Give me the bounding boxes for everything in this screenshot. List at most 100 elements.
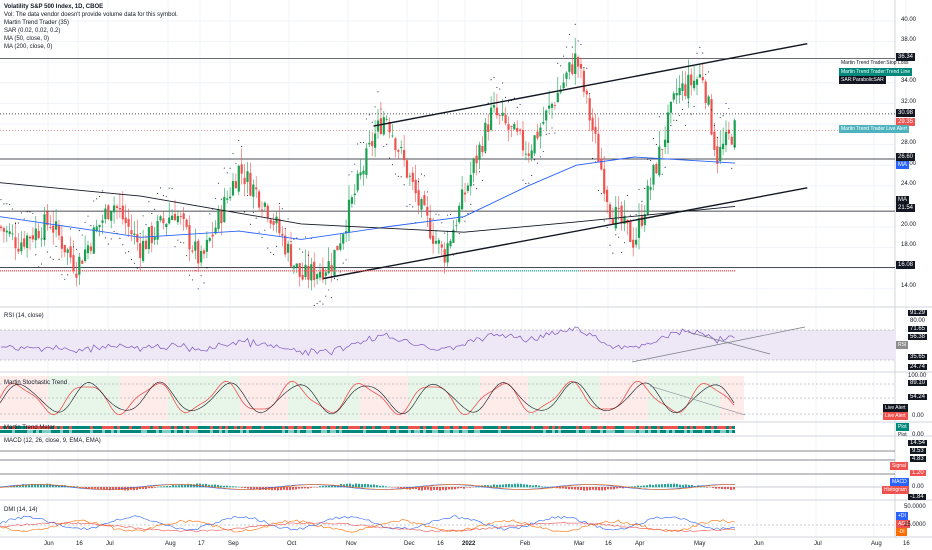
meter-cell — [315, 430, 318, 433]
trend-line-dot — [602, 270, 604, 272]
meter-cell — [138, 430, 141, 433]
candle-body — [353, 193, 356, 196]
meter-cell — [27, 430, 30, 433]
macd-histogram-bar — [655, 484, 657, 488]
symbol-title[interactable]: Volatility S&P 500 Index, 1D, CBOE — [4, 4, 104, 10]
macd-histogram-bar — [235, 486, 237, 488]
meter-cell — [555, 430, 558, 433]
sar-dot — [304, 236, 307, 238]
trend-line-dot — [36, 270, 38, 272]
candle-body — [713, 131, 716, 150]
meter-cell — [720, 430, 723, 433]
sar-dot — [603, 220, 605, 222]
meter-cell — [114, 426, 117, 429]
macd-pane[interactable] — [0, 450, 895, 491]
macd-histogram-bar — [226, 485, 228, 488]
meter-cell — [573, 426, 576, 429]
macd-tick: 4.83 — [910, 456, 926, 462]
meter-cell — [711, 430, 714, 433]
macd-histogram-bar — [523, 484, 525, 488]
sar-dot — [731, 167, 733, 169]
meter-cell — [450, 426, 453, 429]
trend-line-dot — [366, 270, 368, 272]
macd-histogram-bar — [442, 487, 444, 490]
indicator-sar[interactable]: SAR (0.02, 0.02, 0.2) — [4, 28, 61, 34]
macd-histogram-bar — [253, 487, 255, 490]
meter-cell — [96, 430, 99, 433]
meter-cell — [648, 430, 651, 433]
trend-meter-pane[interactable] — [0, 426, 735, 433]
meter-cell — [171, 430, 174, 433]
macd-histogram-bar — [634, 486, 636, 488]
trend-line-dot — [732, 270, 734, 272]
sar-dot — [26, 211, 28, 213]
sar-dot — [275, 245, 278, 247]
meter-cell — [579, 430, 582, 433]
trend-line-dot — [546, 270, 548, 272]
stochastic-pane[interactable] — [0, 376, 895, 420]
trend-line-dot — [26, 270, 28, 272]
macd-histogram-bar — [601, 487, 603, 491]
candle-body — [298, 263, 301, 277]
meter-cell — [267, 430, 270, 433]
indicator-ma200[interactable]: MA (200, close, 0) — [4, 44, 53, 50]
meter-cell — [210, 430, 213, 433]
trend-line-dot — [152, 270, 154, 272]
macd-histogram-bar — [244, 487, 246, 489]
dmi-pane-title[interactable]: DMI (14, 14) — [4, 507, 38, 513]
trend-line-dot — [618, 270, 620, 272]
candle-body — [600, 158, 603, 170]
trend-line-dot — [466, 270, 468, 272]
macd-histogram-bar — [310, 487, 312, 488]
meter-pane-title[interactable]: Martin Trend Meter — [4, 425, 55, 431]
indicator-martin-trend-trader[interactable]: Martin Trend Trader (35) — [4, 20, 70, 26]
sar-dot — [496, 86, 498, 88]
sar-dot — [284, 227, 286, 229]
macd-histogram-bar — [565, 487, 567, 489]
meter-cell — [654, 426, 657, 429]
candle-body — [95, 226, 98, 231]
trend-line-dot — [32, 270, 34, 272]
meter-cell — [492, 430, 495, 433]
candle-body — [374, 133, 377, 148]
rsi-pane[interactable] — [0, 326, 895, 363]
macd-histogram-bar — [415, 487, 417, 490]
macd-histogram-bar — [256, 487, 258, 490]
macd-histogram-bar — [361, 484, 363, 488]
trend-line-dot — [698, 270, 700, 272]
candle-body — [92, 227, 95, 254]
trend-line-dot — [298, 270, 300, 272]
macd-histogram-bar — [727, 487, 729, 489]
trend-line-dot — [120, 270, 122, 272]
x-tick: Jul — [106, 541, 114, 547]
meter-cell — [219, 430, 222, 433]
stoch-pane-title[interactable]: Martin Stochastic Trend — [4, 380, 68, 386]
meter-cell — [153, 430, 156, 433]
candle-body — [237, 165, 240, 192]
trend-line-dot — [330, 270, 332, 272]
meter-cell — [237, 430, 240, 433]
meter-cell — [447, 426, 450, 429]
trend-line-dot — [516, 270, 518, 272]
trend-line-dot — [608, 270, 610, 272]
trend-line-dot — [486, 270, 488, 272]
trend-line-dot — [452, 270, 454, 272]
macd-pane-title[interactable]: MACD (12, 26, close, 9, EMA, EMA) — [4, 438, 101, 444]
meter-cell — [135, 426, 138, 429]
main-price-pane[interactable] — [0, 23, 895, 307]
candle-body — [550, 103, 554, 108]
meter-cell — [495, 430, 498, 433]
macd-histogram-bar — [34, 484, 36, 488]
meter-cell — [291, 430, 294, 433]
meter-cell — [549, 426, 552, 429]
trend-line-dot — [336, 270, 338, 272]
indicator-ma50[interactable]: MA (50, close, 0) — [4, 36, 50, 42]
sar-dot — [577, 40, 579, 42]
meter-cell — [177, 426, 180, 429]
meter-cell — [534, 430, 537, 433]
meter-cell — [444, 430, 447, 433]
sar-dot — [394, 173, 396, 175]
dmi-pane[interactable] — [0, 515, 895, 533]
rsi-pane-title[interactable]: RSI (14, close) — [4, 313, 44, 319]
